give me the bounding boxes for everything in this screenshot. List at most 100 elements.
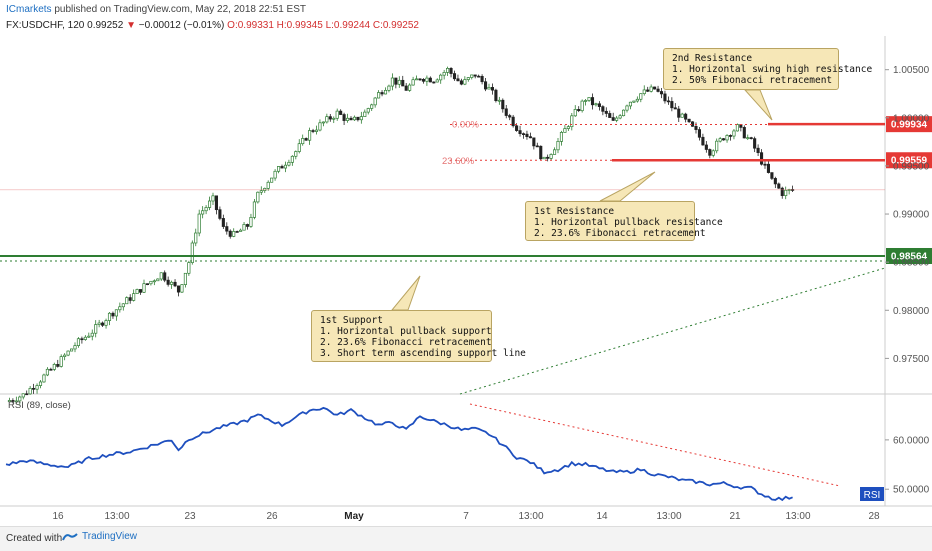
footer: Created with TradingView <box>0 526 932 551</box>
candle-body <box>773 178 777 185</box>
candle-body <box>121 303 125 308</box>
candle-body <box>490 87 495 91</box>
candle-body <box>756 147 760 154</box>
tradingview-logo-icon <box>62 532 78 540</box>
candle-body <box>166 279 170 285</box>
candle-body <box>466 77 470 80</box>
candle-body <box>421 78 426 82</box>
candle-body <box>597 103 601 107</box>
candle-body <box>45 368 49 376</box>
callout-2nd-pointer <box>743 89 773 121</box>
candle-body <box>69 348 74 352</box>
candle-body <box>480 76 484 83</box>
candle-body <box>618 115 622 119</box>
chart-area[interactable]: 0.00% 23.60% 0.99934 0.99559 0.98564 RSI (89… <box>0 36 932 526</box>
candle-body <box>259 190 263 193</box>
candle-body <box>763 163 767 166</box>
fib-23-label: 23.60% <box>442 156 475 167</box>
price-tick-label: 1.00500 <box>893 65 930 76</box>
candle-body <box>594 103 598 106</box>
candle-body <box>694 125 698 130</box>
candle-body <box>446 68 450 73</box>
candle-body <box>132 293 136 301</box>
candle-body <box>277 166 281 172</box>
candle-body <box>18 396 22 402</box>
candle-body <box>290 155 294 163</box>
time-tick-label: 16 <box>52 511 64 522</box>
candle-body <box>101 322 105 326</box>
candle-body <box>214 195 219 211</box>
candle-body <box>370 104 374 109</box>
tradingview-link[interactable]: TradingView <box>62 531 137 542</box>
candle-body <box>373 97 377 106</box>
candle-body <box>21 393 25 398</box>
candle-body <box>566 126 570 129</box>
candle-body <box>542 156 546 160</box>
candle-body <box>249 217 253 227</box>
candle-body <box>328 116 332 120</box>
callout-line: 1. Horizontal pullback resistance <box>534 217 723 228</box>
candle-body <box>14 400 18 403</box>
candle-body <box>297 143 301 152</box>
candle-body <box>439 74 443 81</box>
candle-body <box>404 85 408 91</box>
candle-body <box>377 92 381 99</box>
candle-body <box>107 312 112 321</box>
candle-body <box>321 121 325 124</box>
time-tick-label: 13:00 <box>785 511 810 522</box>
candle-body <box>552 149 557 155</box>
candle-body <box>190 242 194 263</box>
candle-body <box>394 77 398 85</box>
candle-body <box>308 130 312 141</box>
candle-body <box>587 97 591 101</box>
candle-body <box>697 129 702 138</box>
price-tick-label: 0.98500 <box>893 258 930 269</box>
candle-body <box>621 109 626 117</box>
publisher-name[interactable]: ICmarkets <box>6 4 52 15</box>
candle-body <box>722 138 726 141</box>
callout-1st-support: 1st Support 1. Horizontal pullback suppo… <box>311 310 526 362</box>
candle-body <box>273 170 277 179</box>
candle-body <box>359 116 363 121</box>
candle-body <box>294 151 298 157</box>
chart-svg[interactable]: 0.00% 23.60% 0.99934 0.99559 0.98564 RSI (89… <box>0 36 932 526</box>
candle-body <box>521 133 526 136</box>
rsi-badge: RSI <box>864 490 881 501</box>
candle-body <box>383 89 388 95</box>
candle-body <box>156 278 160 282</box>
candle-body <box>114 309 118 317</box>
candle-body <box>663 93 667 102</box>
candle-body <box>76 338 81 346</box>
candle-body <box>546 156 550 159</box>
candle-body <box>83 336 87 340</box>
candle-body <box>504 108 508 116</box>
candle-body <box>518 130 522 135</box>
candle-body <box>656 88 660 92</box>
candle-body <box>352 116 357 121</box>
candle-body <box>314 129 319 132</box>
callout-line: 2. 50% Fibonacci retracement <box>672 75 833 86</box>
candle-body <box>170 281 174 285</box>
price-tick-label: 0.99000 <box>893 210 930 221</box>
candle-body <box>342 114 346 121</box>
candle-body <box>245 224 250 227</box>
candle-body <box>515 125 519 131</box>
candle-body <box>180 284 184 293</box>
price-tick-label: 0.99500 <box>893 161 930 172</box>
candle-body <box>487 87 491 90</box>
candle-body <box>35 385 39 390</box>
callout-line: 2. 23.6% Fibonacci retracement <box>320 337 492 348</box>
rsi-tick-label: 50.0000 <box>893 485 930 496</box>
callout-title: 1st Support <box>320 315 383 326</box>
candle-body <box>204 207 208 212</box>
candle-body <box>777 183 781 189</box>
candle-body <box>684 113 688 120</box>
candle-body <box>784 189 788 196</box>
candle-body <box>653 86 657 90</box>
price-change: −0.00012 (−0.01%) <box>138 20 225 31</box>
candle-body <box>363 111 367 117</box>
time-tick-label: 7 <box>463 511 469 522</box>
candle-body <box>94 324 98 334</box>
fib-0-label: 0.00% <box>452 120 479 131</box>
candle-body <box>477 75 481 78</box>
